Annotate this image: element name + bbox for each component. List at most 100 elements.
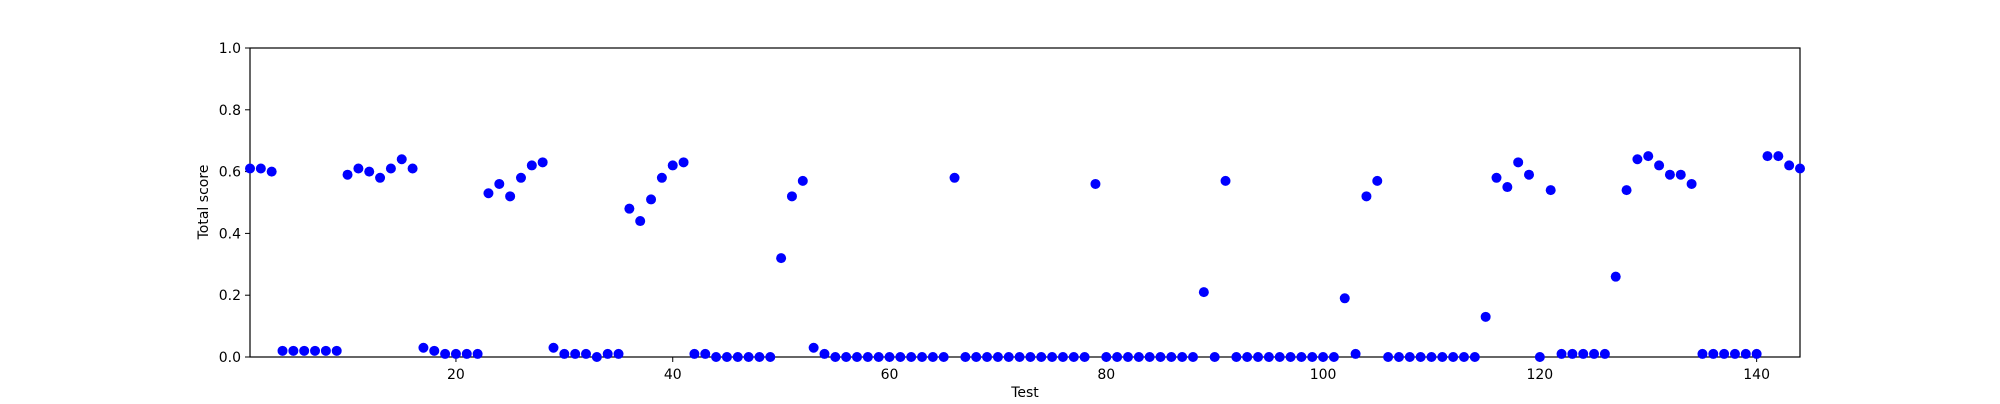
data-point <box>245 163 255 174</box>
data-point <box>906 352 917 362</box>
data-point <box>602 348 613 359</box>
x-tick-label: 100 <box>1310 367 1337 383</box>
data-point <box>591 352 602 362</box>
data-point <box>1274 352 1285 362</box>
data-point <box>1057 352 1068 362</box>
data-point <box>1383 352 1394 362</box>
data-point <box>342 169 353 180</box>
data-point <box>1285 352 1296 362</box>
data-point <box>526 160 537 171</box>
data-point <box>667 160 678 171</box>
data-point <box>288 345 299 356</box>
data-point <box>721 352 732 362</box>
data-points <box>245 151 1805 362</box>
data-point <box>255 163 266 174</box>
data-point <box>375 172 386 183</box>
data-point <box>1621 185 1632 196</box>
data-point <box>711 352 722 362</box>
data-point <box>1036 352 1047 362</box>
x-tick-label: 140 <box>1743 367 1770 383</box>
data-point <box>1350 348 1361 359</box>
data-point <box>819 348 830 359</box>
data-point <box>494 178 505 189</box>
data-point <box>960 352 971 362</box>
data-point <box>1773 151 1784 162</box>
data-point <box>1599 348 1610 359</box>
y-tick-label: 0.6 <box>219 165 241 181</box>
data-point <box>353 163 364 174</box>
y-tick-label: 1.0 <box>219 41 241 57</box>
data-point <box>1719 348 1730 359</box>
data-point <box>450 348 461 359</box>
data-point <box>862 352 873 362</box>
y-tick-label: 0.0 <box>219 350 241 366</box>
data-point <box>385 163 396 174</box>
data-point <box>570 348 581 359</box>
data-point <box>1524 169 1535 180</box>
data-point <box>1361 191 1372 202</box>
data-point <box>765 352 776 362</box>
data-point <box>1784 160 1795 171</box>
data-point <box>786 191 797 202</box>
data-point <box>1090 178 1101 189</box>
data-point <box>1166 352 1177 362</box>
data-point <box>949 172 960 183</box>
data-point <box>1740 348 1751 359</box>
data-point <box>1589 348 1600 359</box>
data-point <box>1697 348 1708 359</box>
data-point <box>613 348 624 359</box>
data-point <box>624 203 635 214</box>
data-point <box>992 352 1003 362</box>
data-point <box>1437 352 1448 362</box>
data-point <box>277 345 288 356</box>
data-point <box>1404 352 1415 362</box>
y-tick-label: 0.8 <box>219 103 241 119</box>
y-tick-label: 0.4 <box>219 226 241 242</box>
x-tick-label: 40 <box>664 367 682 383</box>
data-point <box>830 352 841 362</box>
data-point <box>1578 348 1589 359</box>
x-tick-label: 80 <box>1097 367 1115 383</box>
data-point <box>1025 352 1036 362</box>
data-point <box>559 348 570 359</box>
data-point <box>1112 352 1123 362</box>
data-point <box>1296 352 1307 362</box>
data-point <box>1133 352 1144 362</box>
data-point <box>1220 175 1231 186</box>
x-axis-ticks: 20 40 60 80 100 120 140 <box>447 357 1770 383</box>
data-point <box>1491 172 1502 183</box>
data-point <box>1079 352 1090 362</box>
data-point <box>1014 352 1025 362</box>
data-point <box>1328 352 1339 362</box>
data-point <box>1795 163 1805 174</box>
data-point <box>1458 352 1469 362</box>
data-point <box>1513 157 1524 168</box>
data-point <box>841 352 852 362</box>
data-point <box>537 157 548 168</box>
data-point <box>396 154 407 165</box>
data-point <box>515 172 526 183</box>
data-point <box>1675 169 1686 180</box>
data-point <box>851 352 862 362</box>
data-point <box>1198 287 1209 298</box>
x-tick-label: 60 <box>881 367 899 383</box>
data-point <box>1155 352 1166 362</box>
data-point <box>1664 169 1675 180</box>
data-point <box>1643 151 1654 162</box>
data-point <box>797 175 808 186</box>
data-point <box>1751 348 1762 359</box>
data-point <box>1253 352 1264 362</box>
data-point <box>1415 352 1426 362</box>
data-point <box>1545 185 1556 196</box>
data-point <box>1502 182 1513 193</box>
data-point <box>1729 348 1740 359</box>
data-point <box>678 157 689 168</box>
data-point <box>1567 348 1578 359</box>
data-point <box>808 342 819 353</box>
data-point <box>646 194 657 205</box>
data-point <box>873 352 884 362</box>
data-point <box>743 352 754 362</box>
y-tick-label: 0.2 <box>219 288 241 304</box>
y-axis-ticks: 0.0 0.2 0.4 0.6 0.8 1.0 <box>219 41 250 366</box>
